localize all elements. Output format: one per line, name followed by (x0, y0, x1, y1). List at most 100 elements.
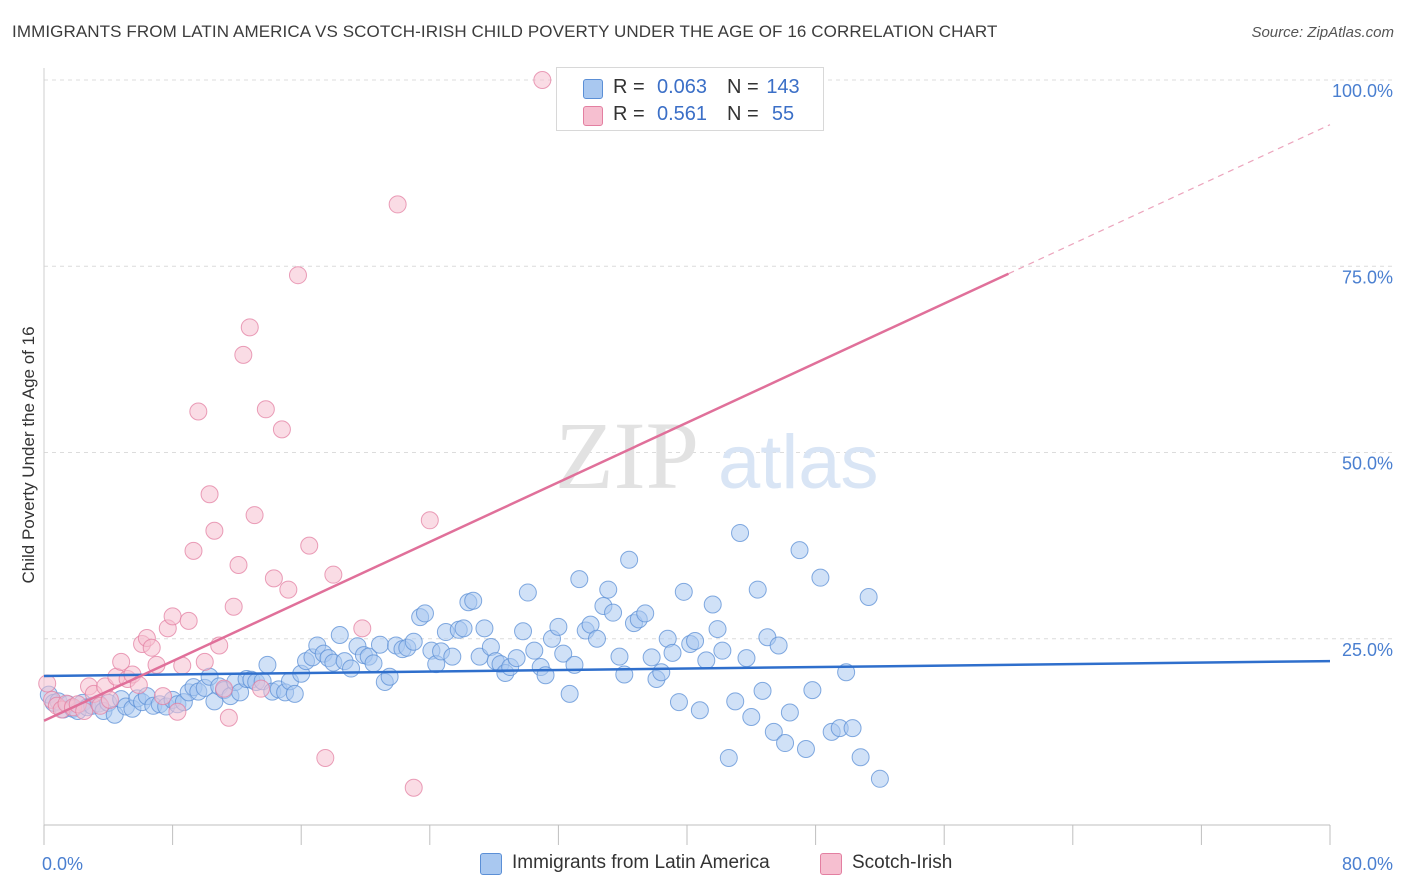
point-scotch-irish (324, 565, 343, 584)
point-latin-america (790, 541, 809, 560)
point-latin-america (708, 620, 727, 639)
series-swatch-scotch-irish (820, 853, 842, 875)
series-label-scotch-irish: Scotch-Irish (852, 852, 953, 873)
point-scotch-irish (252, 679, 271, 698)
point-scotch-irish (245, 506, 264, 525)
point-latin-america (620, 550, 639, 569)
point-latin-america (475, 619, 494, 638)
point-latin-america (859, 588, 878, 607)
source-label: Source: ZipAtlas.com (1251, 24, 1394, 41)
point-latin-america (663, 643, 682, 662)
point-scotch-irish (300, 536, 319, 555)
point-latin-america (258, 655, 277, 674)
point-scotch-irish (316, 748, 335, 767)
point-latin-america (604, 603, 623, 622)
point-scotch-irish (224, 597, 243, 616)
series-label-latin-america: Immigrants from Latin America (512, 852, 770, 873)
watermark: ZIP atlas (555, 402, 879, 509)
point-latin-america (811, 568, 830, 587)
point-latin-america (370, 635, 389, 654)
point-latin-america (570, 570, 589, 589)
point-latin-america (703, 595, 722, 614)
point-latin-america (697, 651, 716, 670)
legend-n-label: N = (727, 103, 759, 125)
point-latin-america (454, 619, 473, 638)
y-tick-label: 100.0% (1332, 81, 1393, 101)
point-scotch-irish (288, 266, 307, 285)
point-latin-america (780, 703, 799, 722)
point-latin-america (843, 719, 862, 738)
point-latin-america (549, 617, 568, 636)
point-scotch-irish (272, 420, 291, 439)
legend-row-scotch-irish: R = 0.561 N = 55 (557, 100, 823, 130)
point-scotch-irish (205, 521, 224, 540)
point-latin-america (726, 692, 745, 711)
point-latin-america (764, 722, 783, 741)
point-latin-america (669, 693, 688, 712)
point-latin-america (652, 663, 671, 682)
legend-r-label: R = (613, 103, 645, 125)
trend-line-latin-america (43, 659, 1331, 678)
point-scotch-irish (38, 674, 57, 693)
point-latin-america (851, 748, 870, 767)
y-tick-labels: 25.0% 50.0% 75.0% 100.0% (1332, 81, 1393, 660)
series-swatch-latin-america (480, 853, 502, 875)
point-scotch-irish (215, 679, 234, 698)
point-scotch-irish (234, 345, 253, 364)
point-latin-america (443, 647, 462, 666)
point-scotch-irish (195, 652, 214, 671)
point-scotch-irish (179, 611, 198, 630)
legend-r-label: R = (613, 76, 645, 98)
legend-r-value: 0.063 (656, 76, 708, 98)
legend-r-value: 0.561 (656, 103, 708, 125)
y-tick-label: 50.0% (1342, 454, 1393, 474)
watermark-zip: ZIP (555, 402, 699, 509)
point-latin-america (737, 649, 756, 668)
point-scotch-irish (256, 400, 275, 419)
point-latin-america (514, 622, 533, 641)
trend-lines (43, 124, 1331, 722)
point-latin-america (404, 632, 423, 651)
legend-row-latin-america: R = 0.063 N = 143 (557, 73, 823, 103)
point-scotch-irish (240, 318, 259, 337)
point-latin-america (674, 582, 693, 601)
watermark-atlas: atlas (718, 420, 879, 505)
y-tick-label: 25.0% (1342, 640, 1393, 660)
x-tick-label-min: 0.0% (42, 854, 83, 874)
point-scotch-irish (142, 638, 161, 657)
point-latin-america (415, 604, 434, 623)
point-latin-america (690, 701, 709, 720)
point-latin-america (776, 734, 795, 753)
point-latin-america (285, 684, 304, 703)
point-latin-america (518, 583, 537, 602)
point-latin-america (599, 580, 618, 599)
point-latin-america (636, 604, 655, 623)
point-latin-america (560, 684, 579, 703)
point-scotch-irish (533, 71, 552, 89)
point-latin-america (342, 659, 361, 678)
point-latin-america (464, 591, 483, 610)
point-latin-america (870, 769, 889, 788)
legend-swatch-latin-america (583, 79, 603, 99)
point-latin-america (587, 629, 606, 648)
point-latin-america (803, 681, 822, 700)
point-latin-america (364, 654, 383, 673)
point-latin-america (642, 648, 661, 667)
point-latin-america (686, 631, 705, 650)
point-scotch-irish (279, 580, 298, 599)
point-latin-america (330, 626, 349, 645)
point-scotch-irish (219, 708, 238, 727)
point-latin-america (748, 580, 767, 599)
legend-n-value: 143 (766, 76, 800, 98)
point-scotch-irish (200, 485, 219, 504)
point-latin-america (769, 636, 788, 655)
point-scotch-irish (388, 195, 407, 214)
point-latin-america (719, 748, 738, 767)
point-scotch-irish (264, 569, 283, 588)
point-scotch-irish (353, 619, 372, 638)
trend-extension-scotch-irish (1008, 124, 1331, 275)
point-scotch-irish (229, 555, 248, 574)
point-latin-america (713, 641, 732, 660)
point-latin-america (525, 641, 544, 660)
correlation-legend: R = 0.063 N = 143 R = 0.561 N = 55 (556, 67, 824, 131)
